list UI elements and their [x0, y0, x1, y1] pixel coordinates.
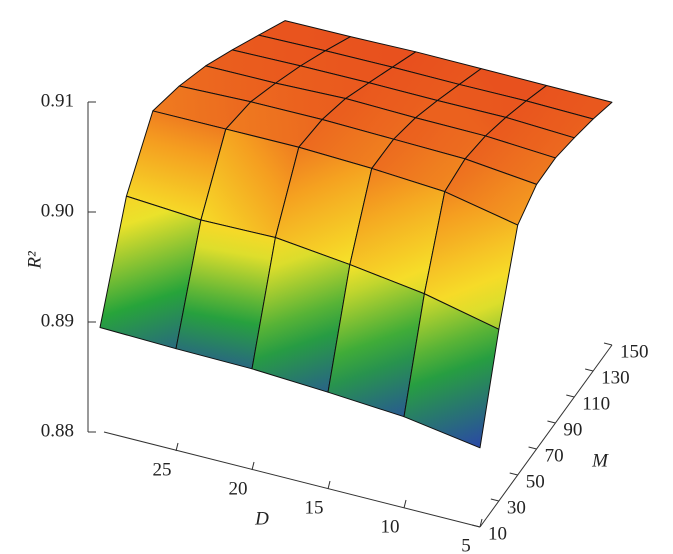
y-tick-label: 130 [601, 367, 630, 388]
x-tick-label: 25 [153, 459, 172, 480]
y-tick-label: 70 [545, 445, 564, 466]
y-tick [603, 342, 613, 346]
y-tick [490, 498, 499, 502]
x-tick [327, 480, 331, 490]
y-tick [471, 524, 481, 528]
x-tick-label: 15 [305, 497, 324, 518]
y-tick-label: 90 [563, 419, 582, 440]
z-axis-title: R² [24, 251, 45, 270]
y-tick [509, 472, 518, 476]
x-tick-label: 20 [229, 478, 248, 499]
y-tick-label: 50 [526, 471, 545, 492]
y-axis [479, 344, 613, 528]
y-tick [566, 394, 575, 398]
y-axis-title: M [591, 450, 609, 471]
y-tick [547, 420, 556, 424]
x-axis [103, 431, 481, 528]
x-tick [403, 499, 407, 509]
x-tick [479, 518, 483, 528]
y-tick-label: 150 [620, 341, 649, 362]
x-tick [175, 442, 179, 452]
surface-patch [403, 293, 500, 449]
z-tick-label: 0.88 [41, 420, 74, 441]
x-tick-label: 10 [381, 516, 400, 537]
z-tick-label: 0.91 [41, 90, 74, 111]
x-axis-title: D [254, 508, 269, 529]
y-tick [585, 368, 594, 372]
x-tick-label: 5 [461, 535, 471, 554]
x-tick [251, 461, 255, 471]
y-tick [528, 446, 537, 450]
z-tick-label: 0.89 [41, 310, 74, 331]
z-tick-label: 0.90 [41, 200, 74, 221]
y-tick-label: 110 [582, 393, 610, 414]
y-tick-label: 30 [507, 497, 526, 518]
y-tick-label: 10 [488, 523, 507, 544]
